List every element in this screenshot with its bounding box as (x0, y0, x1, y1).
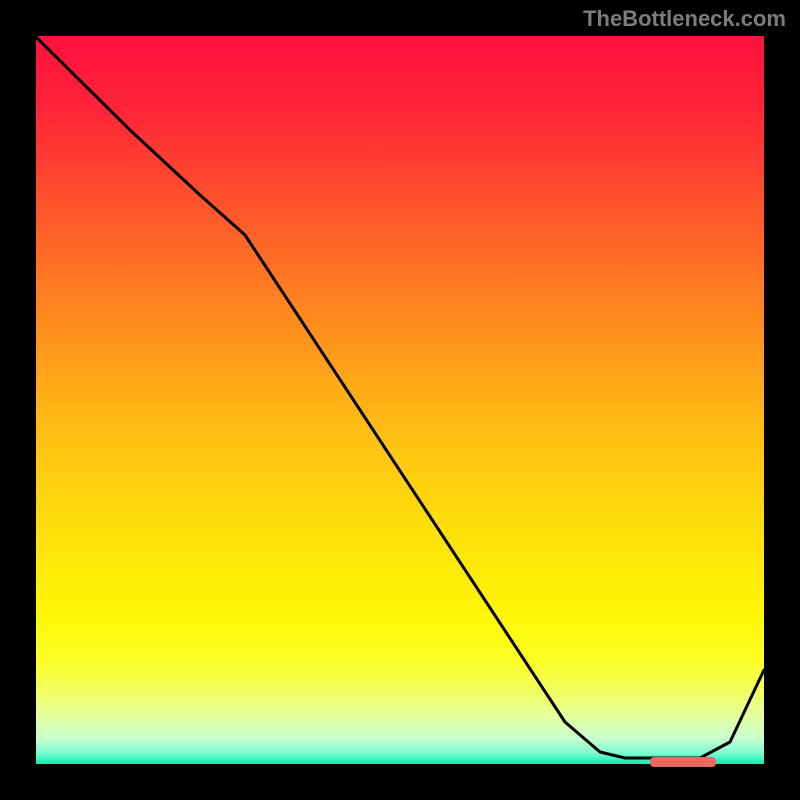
plot-svg (0, 0, 800, 800)
watermark-text: TheBottleneck.com (583, 6, 786, 32)
chart-stage: TheBottleneck.com (0, 0, 800, 800)
sweet-spot-marker (650, 757, 716, 767)
